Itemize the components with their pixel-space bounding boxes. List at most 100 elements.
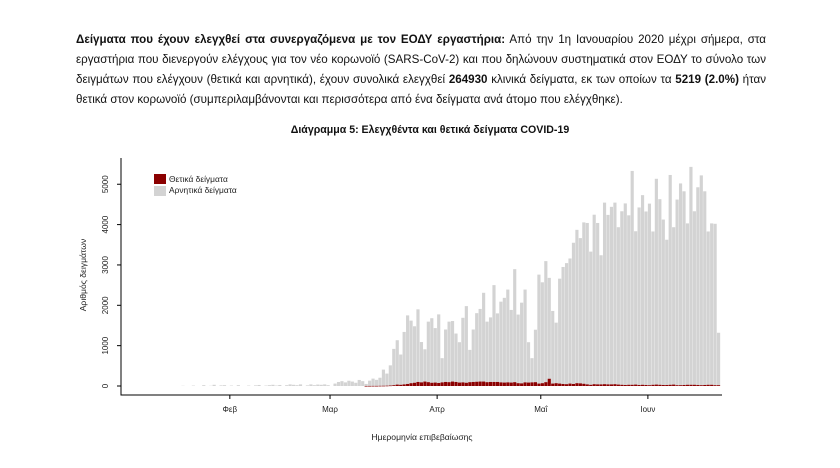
positive-bar bbox=[530, 382, 534, 386]
positive-bar bbox=[644, 384, 648, 386]
positive-bar bbox=[589, 384, 593, 386]
y-tick-label: 2000 bbox=[101, 296, 110, 314]
negative-bar bbox=[416, 309, 420, 382]
negative-bar bbox=[388, 365, 392, 386]
negative-bar bbox=[703, 191, 707, 385]
negative-bar bbox=[423, 349, 427, 382]
negative-bar bbox=[312, 385, 316, 386]
positive-bar bbox=[682, 384, 686, 386]
negative-bar bbox=[599, 255, 603, 385]
negative-bar bbox=[668, 174, 672, 385]
positive-bar bbox=[374, 385, 379, 387]
negative-bar bbox=[347, 380, 351, 386]
negative-bar bbox=[485, 321, 489, 383]
positive-bar bbox=[602, 384, 607, 386]
positive-bar bbox=[371, 385, 375, 387]
positive-bar bbox=[402, 384, 406, 386]
positive-bar bbox=[654, 384, 658, 386]
positive-bar bbox=[454, 381, 458, 386]
positive-bar bbox=[388, 385, 392, 387]
negative-bar bbox=[319, 384, 323, 386]
negative-bar bbox=[402, 331, 406, 385]
negative-bar bbox=[596, 222, 600, 385]
x-tick-label: Φεβ bbox=[223, 405, 238, 414]
positive-bar bbox=[533, 382, 538, 386]
negative-bar bbox=[478, 308, 482, 382]
x-tick-label: Μαρ bbox=[322, 405, 338, 414]
negative-bar bbox=[675, 199, 679, 386]
negative-bar bbox=[350, 381, 354, 386]
legend-label-positive: Θετικά δείγματα bbox=[169, 174, 228, 184]
negative-bar bbox=[409, 320, 413, 384]
negative-bar bbox=[333, 383, 337, 386]
positive-bar bbox=[564, 384, 569, 386]
positive-bar bbox=[647, 385, 652, 386]
negative-bar bbox=[457, 342, 462, 383]
positive-bar bbox=[568, 383, 572, 386]
positive-bar bbox=[630, 384, 634, 386]
negative-bar bbox=[706, 231, 710, 385]
y-tick-label: 5000 bbox=[101, 175, 110, 193]
negative-bar bbox=[620, 211, 624, 385]
positive-bar bbox=[416, 381, 420, 386]
negative-bar bbox=[285, 385, 289, 386]
positive-bar bbox=[627, 384, 631, 386]
negative-bar bbox=[254, 385, 258, 386]
positive-bar bbox=[599, 384, 603, 386]
negative-bar bbox=[437, 314, 441, 383]
intro-text-1: Από την 1η Ιανουαρίου 2020 μέχρι σήμερα,… bbox=[76, 33, 766, 86]
negative-bar bbox=[278, 384, 282, 386]
positive-bar bbox=[544, 382, 548, 386]
positive-bar bbox=[678, 385, 683, 386]
y-tick-label: 4000 bbox=[101, 215, 110, 233]
positive-bar bbox=[523, 382, 527, 386]
negative-bar bbox=[440, 358, 444, 383]
negative-bar bbox=[713, 223, 717, 386]
positive-bar bbox=[651, 384, 655, 386]
negative-bar bbox=[492, 285, 496, 382]
y-tick-label: 0 bbox=[101, 383, 110, 388]
positive-bar bbox=[392, 385, 396, 386]
negative-bar bbox=[368, 380, 372, 386]
positive-bar bbox=[495, 381, 500, 386]
negative-bar bbox=[323, 384, 327, 386]
negative-bar bbox=[468, 349, 472, 383]
positive-bar bbox=[672, 384, 676, 386]
negative-bar bbox=[558, 278, 562, 384]
negative-bar bbox=[495, 313, 500, 382]
positive-bar bbox=[637, 384, 641, 386]
negative-bar bbox=[399, 354, 403, 385]
negative-bar bbox=[665, 239, 669, 385]
negative-bar bbox=[316, 384, 320, 386]
positive-bar bbox=[488, 381, 493, 386]
negative-bar bbox=[340, 381, 344, 386]
positive-bar bbox=[475, 381, 479, 386]
positive-bar bbox=[540, 383, 544, 386]
y-axis-ticks: 0 1000 2000 3000 4000 5000 bbox=[101, 175, 121, 388]
negative-bar bbox=[430, 318, 434, 383]
negative-bar bbox=[568, 258, 572, 384]
negative-bar bbox=[219, 385, 223, 386]
positive-bar bbox=[368, 385, 372, 387]
positive-bar bbox=[526, 382, 531, 386]
positive-bar bbox=[582, 383, 586, 386]
negative-bar bbox=[613, 202, 617, 385]
negative-bar bbox=[475, 313, 479, 382]
negative-bar bbox=[454, 333, 458, 382]
positive-bars bbox=[364, 378, 721, 387]
negative-bar bbox=[513, 269, 517, 383]
negative-bars bbox=[181, 166, 721, 386]
x-tick-label: Ιουν bbox=[640, 405, 655, 414]
negative-bar bbox=[371, 378, 375, 386]
negative-bar bbox=[381, 369, 386, 386]
positive-bar bbox=[471, 381, 475, 386]
positive-bar bbox=[710, 384, 714, 386]
negative-bar bbox=[309, 384, 313, 386]
positive-bar bbox=[575, 383, 579, 386]
positive-bar bbox=[516, 383, 520, 386]
positive-bar bbox=[406, 383, 410, 386]
negative-bar bbox=[699, 175, 703, 386]
y-axis-label: Αριθμός δειγμάτων bbox=[78, 239, 88, 312]
negative-bar bbox=[212, 384, 216, 386]
negative-bar bbox=[361, 381, 365, 386]
